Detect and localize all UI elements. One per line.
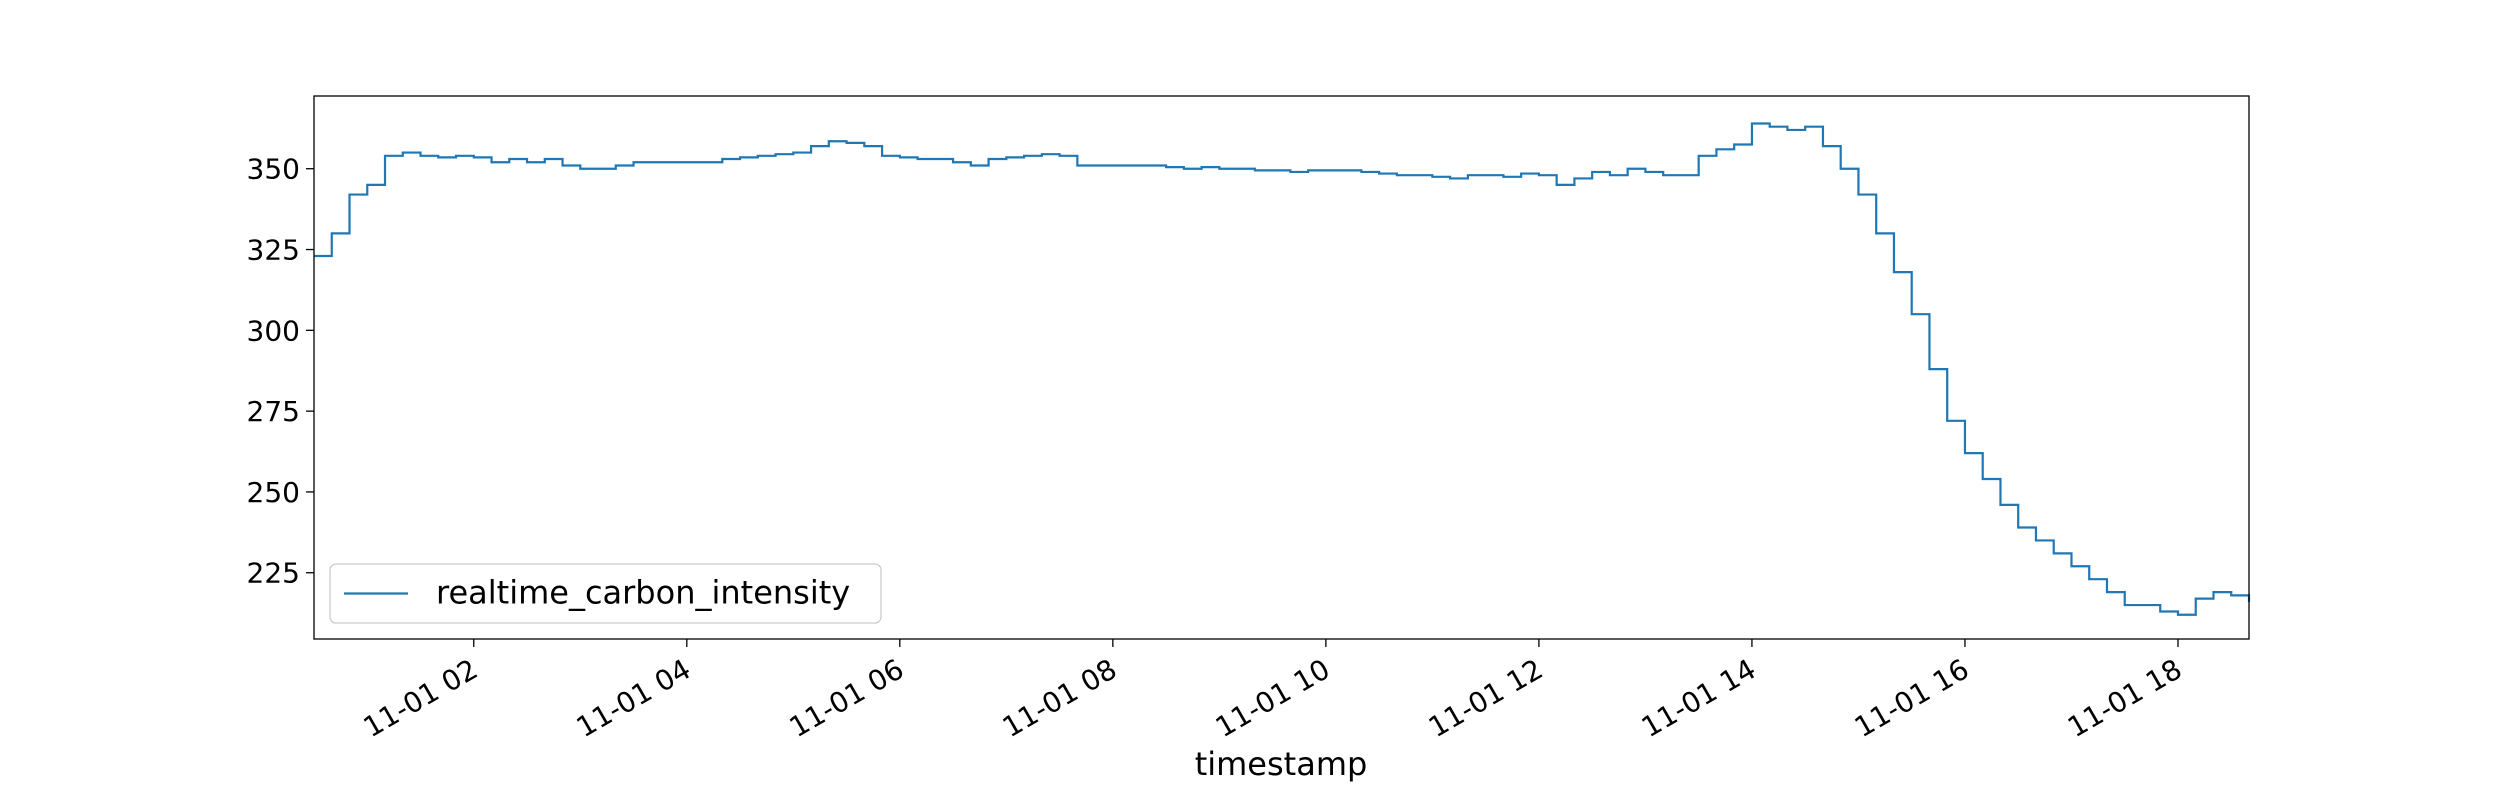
data-line	[314, 122, 2251, 616]
x-tick-label: 11-01 02	[358, 652, 484, 744]
x-tick-label: 11-01 18	[2062, 652, 2188, 744]
x-tick-label: 11-01 14	[1636, 652, 1762, 744]
x-tick-label: 11-01 08	[997, 652, 1123, 744]
y-tick-label: 250	[247, 476, 300, 509]
x-tick-label: 11-01 06	[784, 652, 910, 744]
legend-label: realtime_carbon_intensity	[436, 574, 850, 612]
x-tick-label: 11-01 10	[1210, 652, 1336, 744]
y-tick-label: 275	[247, 395, 300, 428]
x-tick-label: 11-01 12	[1423, 652, 1549, 744]
y-tick-label: 225	[247, 557, 300, 590]
axes-frame	[313, 95, 2250, 640]
x-axis-label: timestamp	[1195, 745, 1368, 783]
x-tick-label: 11-01 04	[571, 652, 697, 744]
x-tick-label: 11-01 16	[1849, 652, 1975, 744]
legend-box	[329, 563, 882, 624]
y-tick-label: 300	[247, 314, 300, 347]
y-tick-label: 350	[247, 153, 300, 186]
y-tick-label: 325	[247, 234, 300, 267]
